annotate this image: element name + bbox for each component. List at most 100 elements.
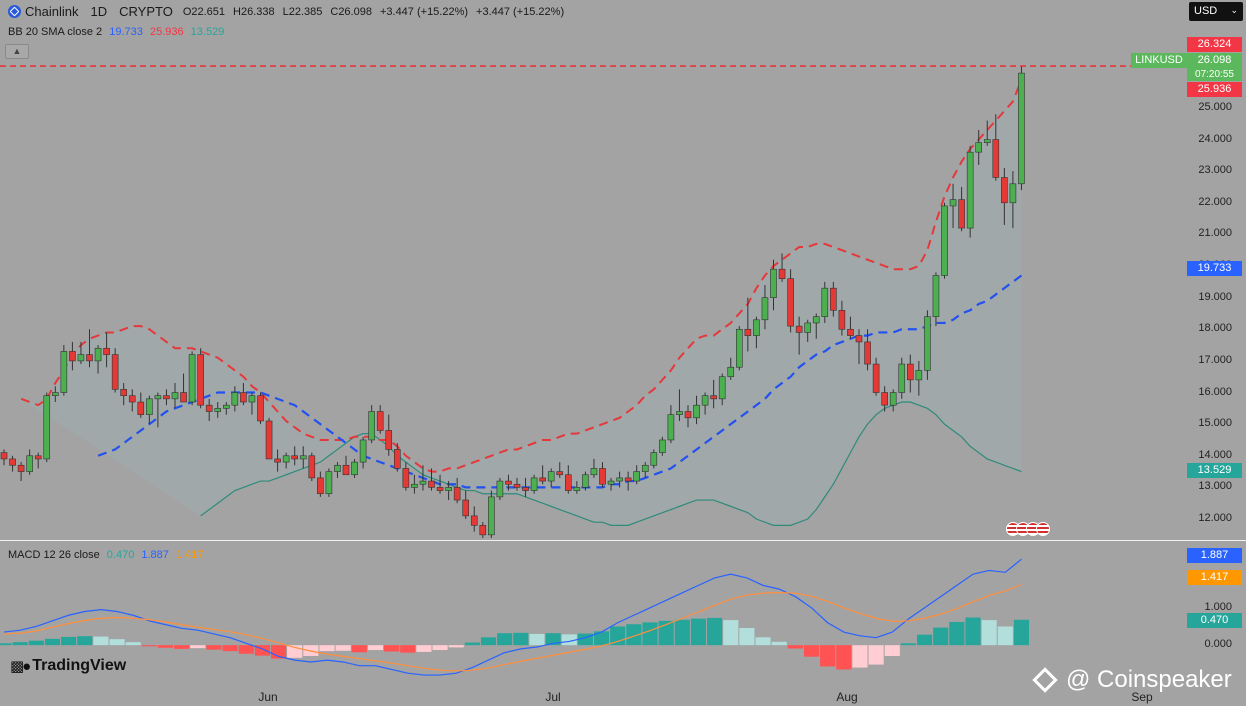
tradingview-logo[interactable]: ▩● TradingView [10,657,126,675]
candle-body [983,139,991,143]
candle-body [744,328,752,336]
candle-body [906,363,914,381]
price-axis-tick: 12.000 [1198,512,1232,525]
candle-body [547,471,555,482]
collapse-legend-button[interactable]: ▲ [5,44,29,59]
candle-body [718,376,726,400]
macd-histogram-bar [933,627,949,646]
candle-body [265,420,273,460]
candle-body [445,487,452,491]
candle-body [171,392,179,400]
candle-body [701,395,709,406]
macd-histogram-bar [949,621,965,646]
macd-histogram-bar [723,620,739,646]
macd-signal-value: 1.417 [175,549,204,561]
candle-body [599,468,606,485]
candle-body [624,477,632,482]
candle-body [753,319,760,336]
candle-body [342,464,350,476]
price-axis-tick: 21.000 [1198,227,1232,240]
macd-histogram-bar [690,618,707,646]
tradingview-mark-icon: ▩● [10,658,31,675]
macd-histogram-bar [884,645,900,656]
macd-histogram-bar [464,642,480,646]
month-label-sep: Sep [1131,690,1153,704]
macd-histogram-bar [384,645,400,652]
macd-histogram-bar [109,639,125,646]
price-axis-tick: 18.000 [1198,322,1232,335]
exchange-label: CRYPTO [119,4,173,19]
candle-body [735,328,743,368]
macd-legend[interactable]: MACD 12 26 close 0.470 1.887 1.417 [8,549,208,561]
macd-histogram-bar [400,645,416,653]
change-value-2: +3.447 (+15.22%) [476,5,565,18]
candle-body [932,275,940,317]
candle-body [154,395,162,400]
candle-body [821,287,829,317]
candle-body [505,480,512,485]
symbol-name[interactable]: Chainlink [25,4,79,19]
timeframe-label[interactable]: 1D [90,4,108,19]
macd-histogram-bar [61,636,77,646]
hist-tag: 0.470 [1187,613,1242,628]
candle-body [992,139,1000,178]
candle-body [9,458,16,466]
candle-body [163,395,170,400]
bb-legend[interactable]: BB 20 SMA close 2 19.733 25.936 13.529 [8,26,228,38]
candle-body [214,408,222,412]
candle-body [616,477,623,482]
candle-body [436,487,444,491]
candle-body [667,414,675,441]
candle-body [889,392,897,406]
candle-body [479,525,487,536]
currency-value: USD [1194,5,1218,17]
candle-body [898,363,906,393]
candle-body [26,455,33,472]
candle-body [838,309,846,330]
candle-body [308,455,316,479]
coinspeaker-text: @ Coinspeaker [1066,666,1232,693]
candle-body [393,449,401,469]
macd-axis-tick: 1.000 [1204,600,1232,613]
macd-histogram-bar [206,645,222,650]
candle-body [34,455,42,460]
candle-body [188,354,196,403]
candle-body [864,341,871,365]
macd-histogram-bar [513,632,529,646]
macd-histogram-bar [351,645,367,653]
macd-histogram-bar [577,633,593,646]
macd-histogram-bar [755,637,771,646]
pane-separator[interactable] [0,540,1246,541]
candle-body [855,335,863,343]
candle-body [428,480,435,488]
candle-body [69,351,76,362]
macd-histogram-bar [626,624,642,646]
candle-body [1001,177,1008,204]
candle-body [650,452,658,466]
currency-select[interactable]: USD ⌄ [1189,2,1243,21]
candle-body [847,328,854,336]
macd-histogram-bar [480,637,497,646]
macd-histogram-bar [997,626,1013,646]
us-flag-icon[interactable] [1036,522,1050,536]
macd-histogram-bar [658,620,674,646]
candle-body [641,464,649,472]
candle-body [240,392,247,403]
countdown-tag: 07:20:55 [1187,68,1242,81]
last-price-tag: 26.098 [1187,53,1242,68]
candle-body [137,401,145,415]
macd-histogram-bar [545,633,561,646]
macd-histogram-bar [529,633,545,646]
events-icons[interactable] [1006,522,1050,536]
macd-histogram-bar [12,642,28,646]
candle-body [633,471,641,482]
price-axis-tick: 19.000 [1198,290,1232,303]
candle-body [941,205,948,276]
macd-line [3,558,1022,676]
macd-histogram-bar [820,645,836,667]
macd-histogram-bar [44,638,61,646]
candle-body [419,480,427,485]
bb-lower-value: 13.529 [190,26,225,38]
bb-upper-line [20,79,1023,473]
